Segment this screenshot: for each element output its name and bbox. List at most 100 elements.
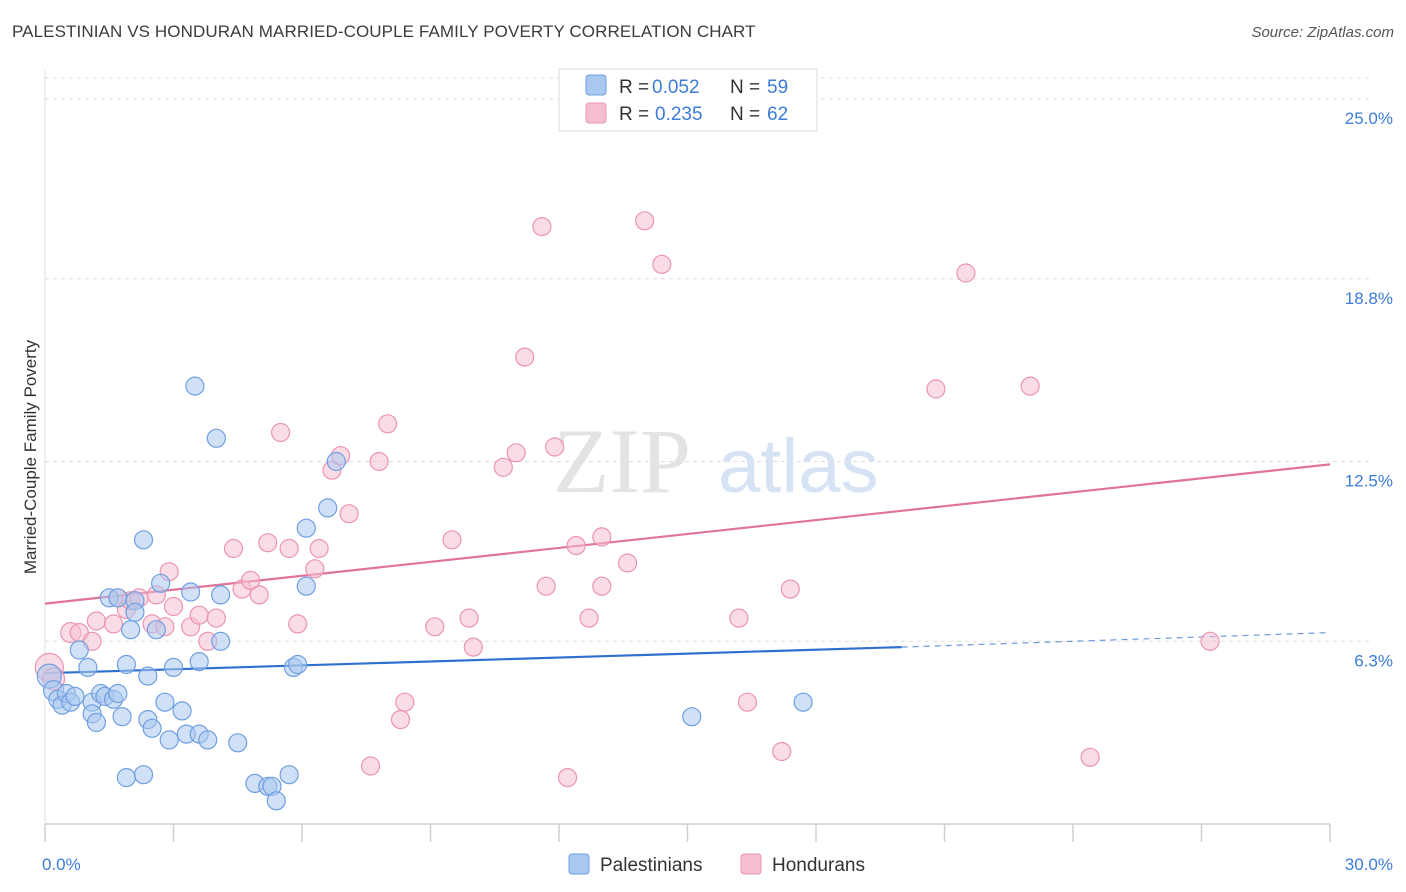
honduran-point: [390, 709, 411, 730]
honduran-point: [223, 538, 244, 559]
palestinian-point: [198, 730, 218, 750]
palestinian-point: [296, 518, 316, 538]
honduran-point: [241, 570, 261, 591]
palestinian-point: [125, 602, 145, 622]
legend-n-label-palestinians: N =: [730, 77, 760, 98]
x-tick-marks: [44, 824, 1331, 842]
honduran-point: [279, 538, 299, 559]
palestinian-point: [211, 631, 231, 651]
legend-swatch-palestinians: [585, 74, 607, 96]
palestinian-point: [185, 376, 205, 396]
honduran-point: [463, 637, 483, 657]
palestinian-point: [146, 620, 166, 640]
y-tick-label: 6.3%: [1354, 651, 1393, 670]
palestinian-point: [682, 707, 702, 727]
palestinian-point: [142, 718, 162, 738]
honduran-point: [189, 605, 209, 625]
honduran-point: [956, 263, 976, 283]
palestinian-point: [78, 657, 98, 678]
honduran-point: [652, 254, 672, 274]
legend-r-value-hondurans: 0.235: [655, 104, 703, 125]
honduran-point: [86, 611, 107, 631]
honduran-point: [459, 608, 479, 628]
palestinian-point: [228, 733, 248, 753]
honduran-point: [926, 379, 946, 399]
palestinian-point: [69, 640, 89, 660]
honduran-point: [566, 535, 586, 556]
palestinian-trend-line-extension: [901, 632, 1331, 648]
palestinian-point: [172, 701, 192, 721]
y-tick-label: 25.0%: [1345, 109, 1393, 128]
chart-source: Source: ZipAtlas.com: [1251, 24, 1394, 41]
palestinian-point: [112, 707, 132, 727]
legend-r-value-palestinians: 0.052: [652, 77, 700, 98]
palestinian-point: [211, 585, 231, 605]
honduran-point: [395, 692, 415, 712]
honduran-point: [249, 585, 269, 605]
honduran-point: [1080, 747, 1100, 767]
honduran-point: [1200, 631, 1220, 651]
honduran-point: [780, 579, 800, 599]
y-tick-label: 18.8%: [1345, 289, 1393, 308]
honduran-point: [532, 217, 552, 237]
honduran-point: [309, 538, 329, 559]
series-legend-swatch-hondurans[interactable]: [740, 853, 762, 875]
honduran-point: [545, 437, 565, 457]
palestinian-point: [155, 692, 175, 712]
legend-n-value-hondurans: 62: [767, 104, 788, 125]
palestinian-point: [279, 765, 299, 785]
honduran-point: [270, 422, 291, 443]
honduran-point: [515, 347, 535, 367]
honduran-point: [288, 614, 308, 634]
series-legend-label-hondurans[interactable]: Hondurans: [772, 855, 865, 876]
honduran-point: [617, 553, 638, 573]
palestinian-point: [326, 451, 346, 472]
palestinian-point: [793, 692, 813, 712]
honduran-point: [360, 756, 381, 776]
palestinian-point: [318, 498, 338, 518]
palestinian-trend-line: [44, 646, 902, 675]
x-tick-label-min: 0.0%: [42, 855, 81, 874]
honduran-point: [206, 608, 226, 628]
palestinian-point: [108, 683, 128, 704]
palestinian-point: [206, 428, 226, 448]
palestinian-point: [138, 666, 158, 686]
series-legend-label-palestinians[interactable]: Palestinians: [600, 855, 702, 876]
palestinian-point: [65, 686, 85, 707]
palestinian-point: [116, 767, 136, 788]
palestinian-point: [121, 620, 141, 640]
palestinian-point: [181, 582, 201, 602]
honduran-point: [729, 608, 749, 628]
palestinian-point: [116, 654, 136, 675]
honduran-point: [425, 617, 445, 637]
palestinian-point: [296, 576, 316, 596]
honduran-point: [1020, 376, 1040, 396]
honduran-point: [442, 530, 462, 550]
palestinian-point: [133, 765, 154, 785]
honduran-point: [258, 533, 278, 553]
honduran-point: [378, 414, 398, 434]
honduran-point: [506, 443, 526, 463]
honduran-point: [536, 576, 556, 596]
honduran-point: [305, 559, 325, 579]
palestinian-point: [108, 588, 128, 608]
palestinian-point: [266, 791, 286, 811]
palestinian-point: [189, 651, 209, 672]
honduran-point: [163, 596, 184, 617]
palestinian-point: [288, 654, 308, 675]
honduran-point: [339, 504, 359, 524]
honduran-point: [369, 451, 389, 472]
watermark: ZIP atlas: [553, 410, 879, 512]
series-legend-swatch-palestinians[interactable]: [568, 853, 590, 875]
palestinian-point: [163, 657, 184, 678]
x-tick-label-max: 30.0%: [1345, 855, 1393, 874]
y-tick-labels: 6.3% 12.5% 18.8% 25.0%: [1345, 109, 1393, 670]
legend-r-label-hondurans: R =: [619, 104, 649, 125]
honduran-point: [737, 692, 758, 712]
legend-r-label-palestinians: R =: [619, 77, 649, 98]
palestinian-point: [86, 712, 107, 733]
honduran-point: [772, 741, 792, 762]
legend-n-value-palestinians: 59: [767, 77, 788, 98]
honduran-point: [635, 211, 655, 231]
